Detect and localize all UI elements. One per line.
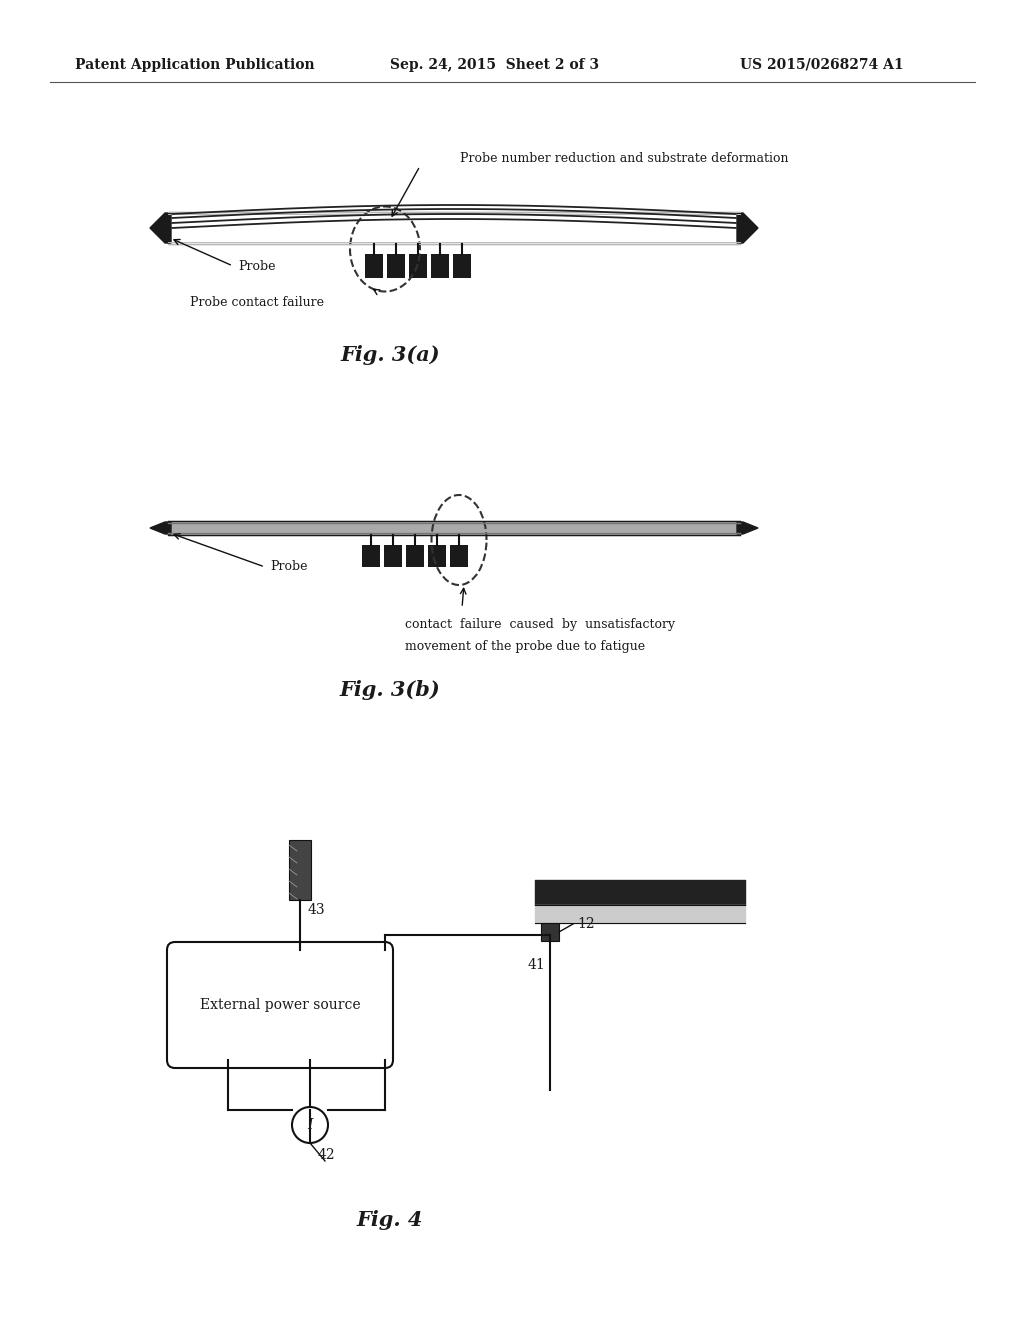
Text: Patent Application Publication: Patent Application Publication bbox=[75, 58, 314, 73]
Text: Fig. 4: Fig. 4 bbox=[356, 1210, 423, 1230]
Bar bbox=[406, 545, 424, 568]
Bar bbox=[168, 213, 740, 244]
FancyBboxPatch shape bbox=[167, 942, 393, 1068]
Bar bbox=[365, 253, 383, 279]
Bar bbox=[409, 253, 427, 279]
Bar bbox=[289, 840, 311, 900]
Polygon shape bbox=[150, 521, 171, 535]
Bar bbox=[450, 545, 468, 568]
Bar bbox=[453, 253, 471, 279]
Text: Sep. 24, 2015  Sheet 2 of 3: Sep. 24, 2015 Sheet 2 of 3 bbox=[390, 58, 599, 73]
Bar bbox=[428, 545, 446, 568]
Bar bbox=[384, 545, 402, 568]
Text: 41: 41 bbox=[528, 958, 546, 972]
Text: External power source: External power source bbox=[200, 998, 360, 1012]
Text: US 2015/0268274 A1: US 2015/0268274 A1 bbox=[740, 58, 903, 73]
Text: Probe: Probe bbox=[270, 561, 307, 573]
Text: 42: 42 bbox=[318, 1148, 336, 1162]
Bar bbox=[431, 253, 449, 279]
Text: Probe contact failure: Probe contact failure bbox=[190, 296, 324, 309]
Bar bbox=[362, 545, 380, 568]
Text: Probe: Probe bbox=[238, 260, 275, 272]
Polygon shape bbox=[737, 521, 758, 535]
Bar bbox=[541, 923, 559, 941]
Polygon shape bbox=[150, 213, 171, 243]
Polygon shape bbox=[737, 213, 758, 243]
Text: Fig. 3(b): Fig. 3(b) bbox=[340, 680, 440, 700]
Text: 43: 43 bbox=[308, 903, 326, 917]
Text: 12: 12 bbox=[577, 917, 595, 931]
Text: I: I bbox=[307, 1118, 312, 1133]
Text: contact  failure  caused  by  unsatisfactory: contact failure caused by unsatisfactory bbox=[406, 618, 675, 631]
Text: movement of the probe due to fatigue: movement of the probe due to fatigue bbox=[406, 640, 645, 653]
Bar bbox=[387, 253, 406, 279]
Text: Fig. 3(a): Fig. 3(a) bbox=[340, 345, 440, 366]
Text: Probe number reduction and substrate deformation: Probe number reduction and substrate def… bbox=[460, 152, 788, 165]
